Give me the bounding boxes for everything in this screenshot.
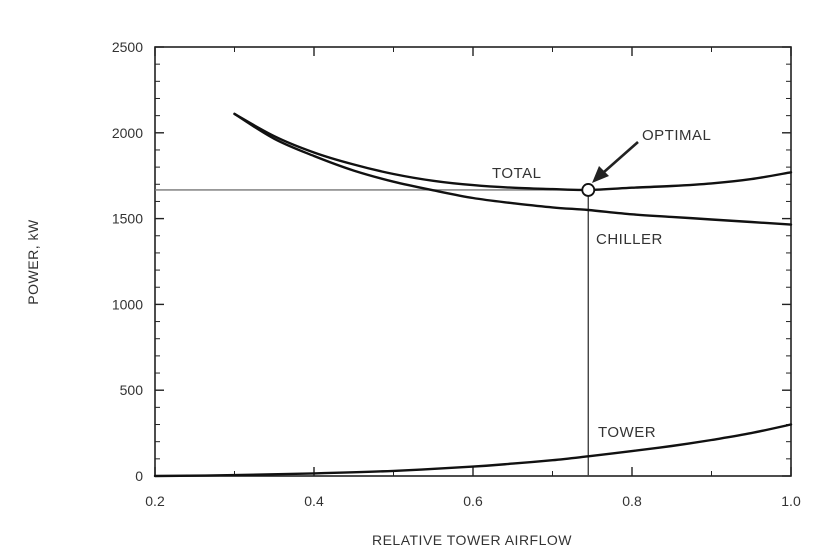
- series-line-total: [233, 112, 793, 192]
- x-tick-label: 1.0: [781, 493, 801, 509]
- series-line-tower: [153, 423, 793, 478]
- y-tick-label: 2000: [112, 125, 143, 141]
- x-tick-label: 0.6: [463, 493, 483, 509]
- optimal-annotation: OPTIMAL: [642, 127, 711, 144]
- optimal-arrow: [592, 141, 639, 183]
- series-label-tower: TOWER: [598, 424, 656, 441]
- y-tick-label: 0: [135, 468, 143, 484]
- y-tick-label: 500: [120, 382, 144, 398]
- y-tick-label: 1000: [112, 296, 143, 312]
- series-label-chiller: CHILLER: [596, 231, 663, 248]
- y-tick-label: 2500: [112, 39, 143, 55]
- x-tick-label: 0.4: [304, 493, 324, 509]
- optimal-point-marker: [581, 183, 596, 197]
- x-tick-label: 0.8: [622, 493, 642, 509]
- series-label-total: TOTAL: [492, 165, 541, 182]
- x-axis-title: RELATIVE TOWER AIRFLOW: [372, 532, 572, 548]
- x-tick-label: 0.2: [145, 493, 165, 509]
- plot-frame: [154, 46, 792, 477]
- series-line-chiller: [233, 112, 793, 226]
- y-axis-title: POWER, kW: [25, 219, 41, 305]
- y-tick-label: 1500: [112, 211, 143, 227]
- plot-area: 0 500 1000 1500 2000 2500 0.2 0.4 0.6 0.8 1.0: [112, 39, 801, 509]
